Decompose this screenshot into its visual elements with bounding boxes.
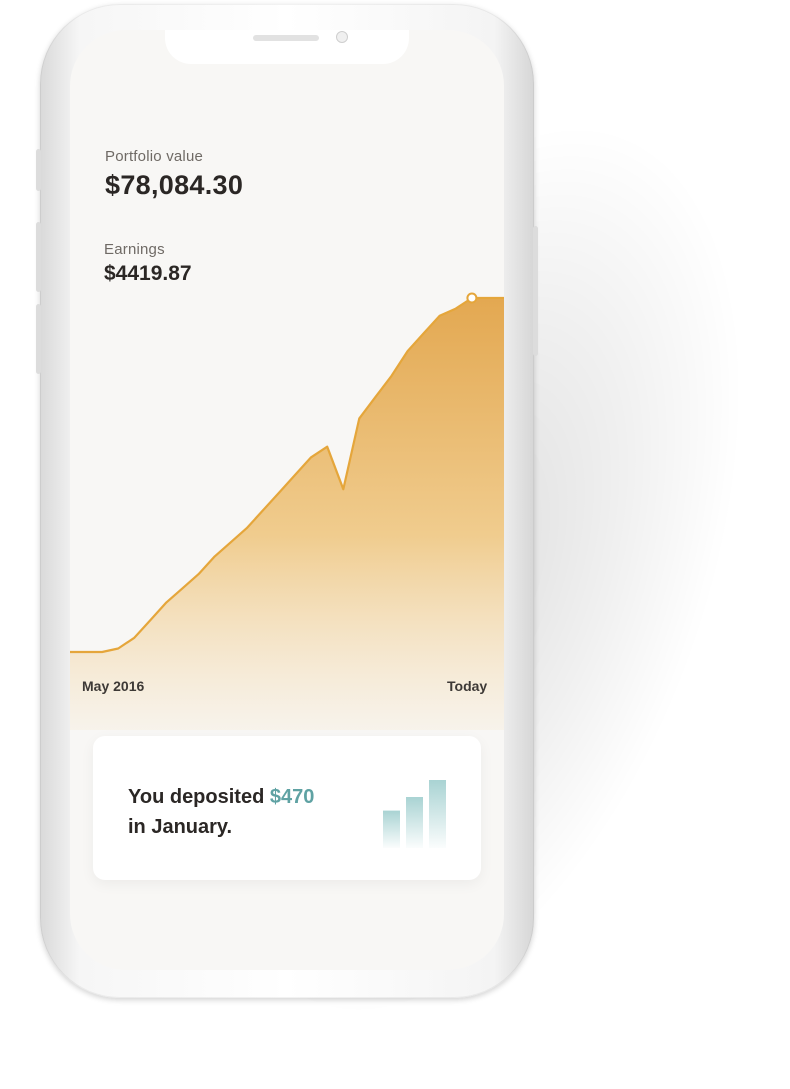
- chart-current-point[interactable]: [466, 292, 478, 304]
- chart-end-label: Today: [447, 678, 488, 694]
- deposit-message: You deposited $470 in January.: [128, 782, 314, 842]
- earnings-label: Earnings: [104, 241, 165, 258]
- deposit-prefix: You deposited: [128, 786, 265, 808]
- bar-chart-icon: [383, 780, 446, 848]
- speaker-icon: [253, 35, 319, 41]
- chart-line: [70, 296, 504, 654]
- volume-down-button: [36, 304, 41, 374]
- silent-switch: [36, 149, 41, 191]
- phone-screen: Portfolio value $78,084.30 Earnings $441…: [70, 30, 504, 970]
- chart-area-fill: [70, 298, 504, 730]
- mini-bar: [406, 797, 423, 848]
- portfolio-value: $78,084.30: [105, 170, 244, 200]
- deposit-amount: $470: [269, 786, 315, 808]
- notch: [165, 30, 409, 64]
- portfolio-label: Portfolio value: [105, 148, 204, 165]
- camera-icon: [336, 31, 348, 43]
- power-button: [533, 226, 538, 356]
- earnings-value: $4419.87: [104, 262, 192, 285]
- portfolio-chart[interactable]: [70, 290, 504, 730]
- volume-up-button: [36, 222, 41, 292]
- mini-bar: [383, 810, 400, 848]
- mini-bar: [429, 780, 446, 848]
- deposit-card[interactable]: You deposited $470 in January.: [93, 736, 481, 880]
- chart-start-label: May 2016: [82, 678, 145, 694]
- deposit-suffix: in January.: [128, 816, 233, 838]
